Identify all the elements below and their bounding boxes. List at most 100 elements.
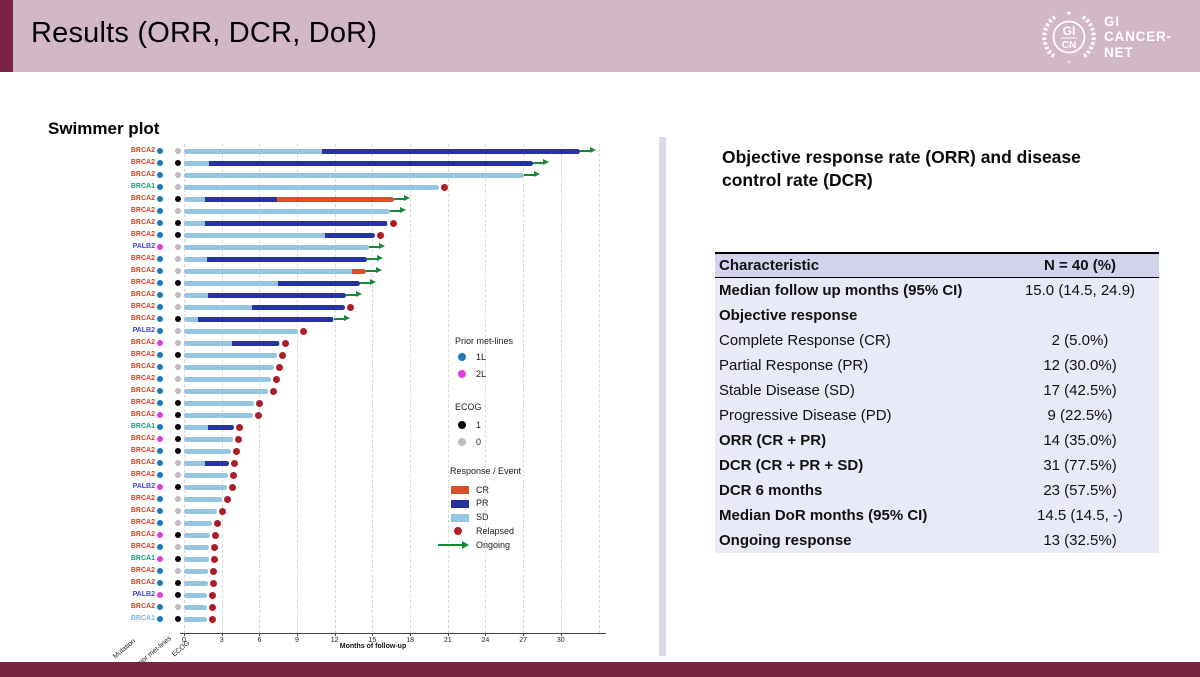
relapsed-dot bbox=[208, 603, 216, 611]
gridline bbox=[372, 144, 374, 633]
response-bar bbox=[184, 256, 368, 262]
ongoing-arrow-head bbox=[403, 195, 410, 202]
response-segment-sd bbox=[184, 292, 208, 298]
response-bar bbox=[184, 244, 369, 250]
ongoing-arrow-line bbox=[524, 174, 535, 176]
table-row: DCR (CR + PR + SD) 31 (77.5%) bbox=[715, 453, 1159, 478]
response-bar bbox=[184, 412, 254, 418]
ecog-dot bbox=[175, 580, 181, 586]
response-segment-pr bbox=[205, 220, 388, 226]
panel-heading: Objective response rate (ORR) and diseas… bbox=[722, 147, 1081, 191]
x-axis-tick-label: 18 bbox=[406, 637, 414, 644]
response-segment-pr bbox=[205, 460, 230, 466]
legend-response-label: CR bbox=[476, 484, 489, 495]
ecog-dot bbox=[175, 568, 181, 574]
response-bar bbox=[184, 328, 299, 334]
response-bar bbox=[184, 232, 375, 238]
response-bar bbox=[184, 376, 271, 382]
table-header-row: Characteristic N = 40 (%) bbox=[715, 252, 1159, 278]
response-segment-sd bbox=[184, 616, 207, 622]
ongoing-arrow-head bbox=[543, 159, 550, 166]
table-row-value: 23 (57.5%) bbox=[1001, 478, 1159, 503]
response-segment-sd bbox=[184, 580, 208, 586]
relapsed-dot bbox=[218, 507, 226, 515]
table-row: Stable Disease (SD) 17 (42.5%) bbox=[715, 378, 1159, 403]
ecog-dot bbox=[175, 148, 181, 154]
ongoing-arrow-head bbox=[400, 207, 406, 214]
response-bar bbox=[184, 268, 367, 274]
legend-cr-swatch bbox=[451, 486, 469, 494]
legend-response-label: PR bbox=[476, 498, 489, 509]
legend-prior-label: 1L bbox=[476, 352, 487, 362]
ecog-dot bbox=[175, 292, 181, 298]
response-segment-sd bbox=[184, 508, 217, 514]
response-bar bbox=[184, 160, 534, 166]
table-row-label: DCR 6 months bbox=[715, 478, 1001, 503]
ecog-dot bbox=[175, 448, 181, 454]
relapsed-dot bbox=[276, 363, 284, 371]
response-segment-pr bbox=[207, 292, 346, 298]
response-segment-sd bbox=[184, 484, 227, 490]
ecog-dot bbox=[175, 412, 181, 418]
x-axis-tick-label: 15 bbox=[368, 637, 377, 644]
svg-text:GI: GI bbox=[1063, 24, 1076, 38]
ecog-dot bbox=[175, 376, 181, 382]
x-axis-tick-label: 30 bbox=[556, 637, 565, 644]
table-row-label: Median follow up months (95% CI) bbox=[715, 277, 1001, 303]
prior-line-dot bbox=[157, 160, 163, 166]
results-table-head: Characteristic N = 40 (%) bbox=[715, 252, 1159, 278]
response-segment-sd bbox=[184, 268, 353, 274]
mutation-label: BRCA2 bbox=[130, 231, 155, 238]
table-row: Partial Response (PR) 12 (30.0%) bbox=[715, 353, 1159, 378]
response-segment-pr bbox=[251, 304, 345, 310]
relapsed-dot bbox=[209, 567, 217, 575]
ecog-dot bbox=[175, 520, 181, 526]
ecog-dot bbox=[175, 400, 181, 406]
mutation-label: BRCA2 bbox=[130, 579, 155, 586]
prior-line-dot bbox=[157, 316, 163, 322]
table-header-characteristic: Characteristic bbox=[715, 252, 1001, 278]
svg-text:✦: ✦ bbox=[1066, 9, 1073, 18]
prior-line-dot bbox=[157, 544, 163, 550]
ecog-dot bbox=[175, 196, 181, 202]
table-row-label: ORR (CR + PR) bbox=[715, 428, 1001, 453]
table-row-label: Objective response bbox=[715, 303, 1001, 328]
legend-prior-dot bbox=[458, 370, 466, 378]
ecog-dot bbox=[175, 592, 181, 598]
prior-line-dot bbox=[157, 484, 163, 490]
ecog-dot bbox=[175, 496, 181, 502]
response-bar bbox=[184, 460, 230, 466]
response-bar bbox=[184, 364, 275, 370]
mutation-label: PALB2 bbox=[132, 243, 155, 250]
table-row-label: Partial Response (PR) bbox=[715, 353, 1001, 378]
prior-line-dot bbox=[157, 556, 163, 562]
response-segment-sd bbox=[184, 472, 228, 478]
x-axis-tick bbox=[334, 633, 336, 636]
ongoing-arrow-line bbox=[346, 294, 356, 296]
ecog-dot bbox=[175, 364, 181, 370]
gi-cancer-net-logo: ✦ ⌄ GI CN GI CANCER- NET bbox=[1040, 8, 1172, 66]
mutation-label: BRCA1 bbox=[130, 183, 155, 190]
mutation-label: BRCA2 bbox=[130, 567, 155, 574]
x-axis-tick bbox=[560, 633, 562, 636]
ecog-dot bbox=[175, 160, 181, 166]
ongoing-arrow-head bbox=[376, 267, 383, 274]
legend-sd-swatch bbox=[451, 513, 469, 522]
mutation-label: BRCA2 bbox=[130, 447, 155, 454]
table-header-n: N = 40 (%) bbox=[1001, 252, 1159, 278]
mutation-label: PALB2 bbox=[132, 483, 155, 490]
ecog-dot bbox=[175, 232, 181, 238]
response-segment-pr bbox=[205, 196, 277, 202]
response-segment-sd bbox=[184, 148, 323, 154]
response-segment-pr bbox=[197, 316, 334, 322]
ongoing-arrow-line bbox=[366, 270, 377, 272]
logo-word-line: CANCER- bbox=[1104, 29, 1172, 45]
relapsed-dot bbox=[236, 423, 244, 431]
ecog-dot bbox=[175, 244, 181, 250]
response-segment-sd bbox=[184, 244, 369, 250]
response-segment-sd bbox=[184, 496, 222, 502]
prior-line-dot bbox=[157, 208, 163, 214]
ongoing-arrow-head bbox=[589, 147, 596, 154]
relapsed-dot bbox=[211, 555, 219, 563]
